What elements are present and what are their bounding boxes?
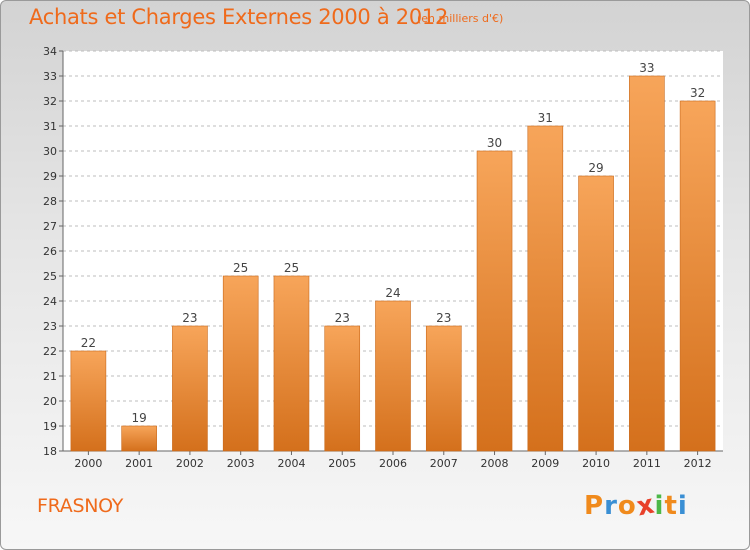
y-tick-label: 22: [43, 345, 57, 358]
x-tick-label: 2000: [74, 457, 102, 470]
data-label: 33: [639, 61, 654, 75]
y-tick-label: 27: [43, 220, 57, 233]
data-label: 29: [588, 161, 603, 175]
data-label: 19: [132, 411, 147, 425]
commune-name: FRASNOY: [37, 495, 124, 517]
y-tick-label: 23: [43, 320, 57, 333]
data-label: 32: [690, 86, 705, 100]
bar-2000: [70, 350, 107, 452]
y-tick-label: 21: [43, 370, 57, 383]
data-label: 23: [182, 311, 197, 325]
bar-2008: [476, 150, 513, 452]
logo-letter: P: [584, 491, 605, 521]
y-tick-label: 25: [43, 270, 57, 283]
x-tick-label: 2009: [531, 457, 559, 470]
data-labels: 22 19 23 25 25 23 24 23 30 31 29 33 32: [81, 61, 706, 425]
bar-2007: [425, 325, 462, 452]
y-tick-label: 28: [43, 195, 57, 208]
x-tick-label: 2002: [176, 457, 204, 470]
bar-2011: [629, 75, 665, 452]
x-tick-label: 2011: [633, 457, 661, 470]
logo-letter: o: [617, 491, 637, 521]
logo-letter: i: [654, 491, 665, 521]
x-tick-label: 2005: [328, 457, 356, 470]
data-label: 30: [487, 136, 502, 150]
data-label: 25: [233, 261, 248, 275]
data-label: 22: [81, 336, 96, 350]
chart-unit: (en milliers d'€): [417, 12, 504, 25]
y-tick-label: 29: [43, 170, 57, 183]
bars: [70, 75, 716, 452]
x-tick-label: 2007: [430, 457, 458, 470]
data-label: 31: [538, 111, 553, 125]
y-tick-label: 19: [43, 420, 57, 433]
y-tick-label: 18: [43, 445, 57, 458]
chart-title: Achats et Charges Externes 2000 à 2012: [29, 5, 449, 29]
bar-2001: [121, 425, 157, 452]
bar-2005: [324, 325, 361, 452]
bar-2002: [172, 325, 208, 452]
x-tick-label: 2012: [684, 457, 712, 470]
bar-2003: [222, 275, 259, 452]
x-tick-label: 2008: [481, 457, 509, 470]
data-label: 23: [335, 311, 350, 325]
x-tick-label: 2006: [379, 457, 407, 470]
x-tick-label: 2001: [125, 457, 153, 470]
y-tick-label: 31: [43, 120, 57, 133]
x-tick-label: 2004: [277, 457, 305, 470]
y-tick-label: 26: [43, 245, 57, 258]
y-tick-label: 34: [43, 45, 57, 58]
y-tick-label: 24: [43, 295, 57, 308]
bar-2012: [679, 100, 716, 452]
y-tick-label: 20: [43, 395, 57, 408]
y-tick-label: 33: [43, 70, 57, 83]
bar-2010: [578, 175, 614, 452]
bar-2006: [375, 300, 411, 452]
bar-2004: [273, 275, 310, 452]
data-label: 23: [436, 311, 451, 325]
y-tick-label: 30: [43, 145, 57, 158]
proxiti-logo[interactable]: Proxiti: [584, 489, 688, 522]
x-tick-label: 2010: [582, 457, 610, 470]
logo-letter: r: [604, 491, 618, 521]
data-label: 25: [284, 261, 299, 275]
x-tick-label: 2003: [227, 457, 255, 470]
data-label: 24: [385, 286, 400, 300]
bar-2009: [527, 125, 564, 452]
logo-letter: i: [677, 491, 688, 521]
axes: 18 19 20 21 22 23 24 25 26 27 28 29 30 31 32 33 34 2000 20…: [43, 45, 723, 470]
logo-letter: t: [664, 491, 678, 521]
y-tick-label: 32: [43, 95, 57, 108]
